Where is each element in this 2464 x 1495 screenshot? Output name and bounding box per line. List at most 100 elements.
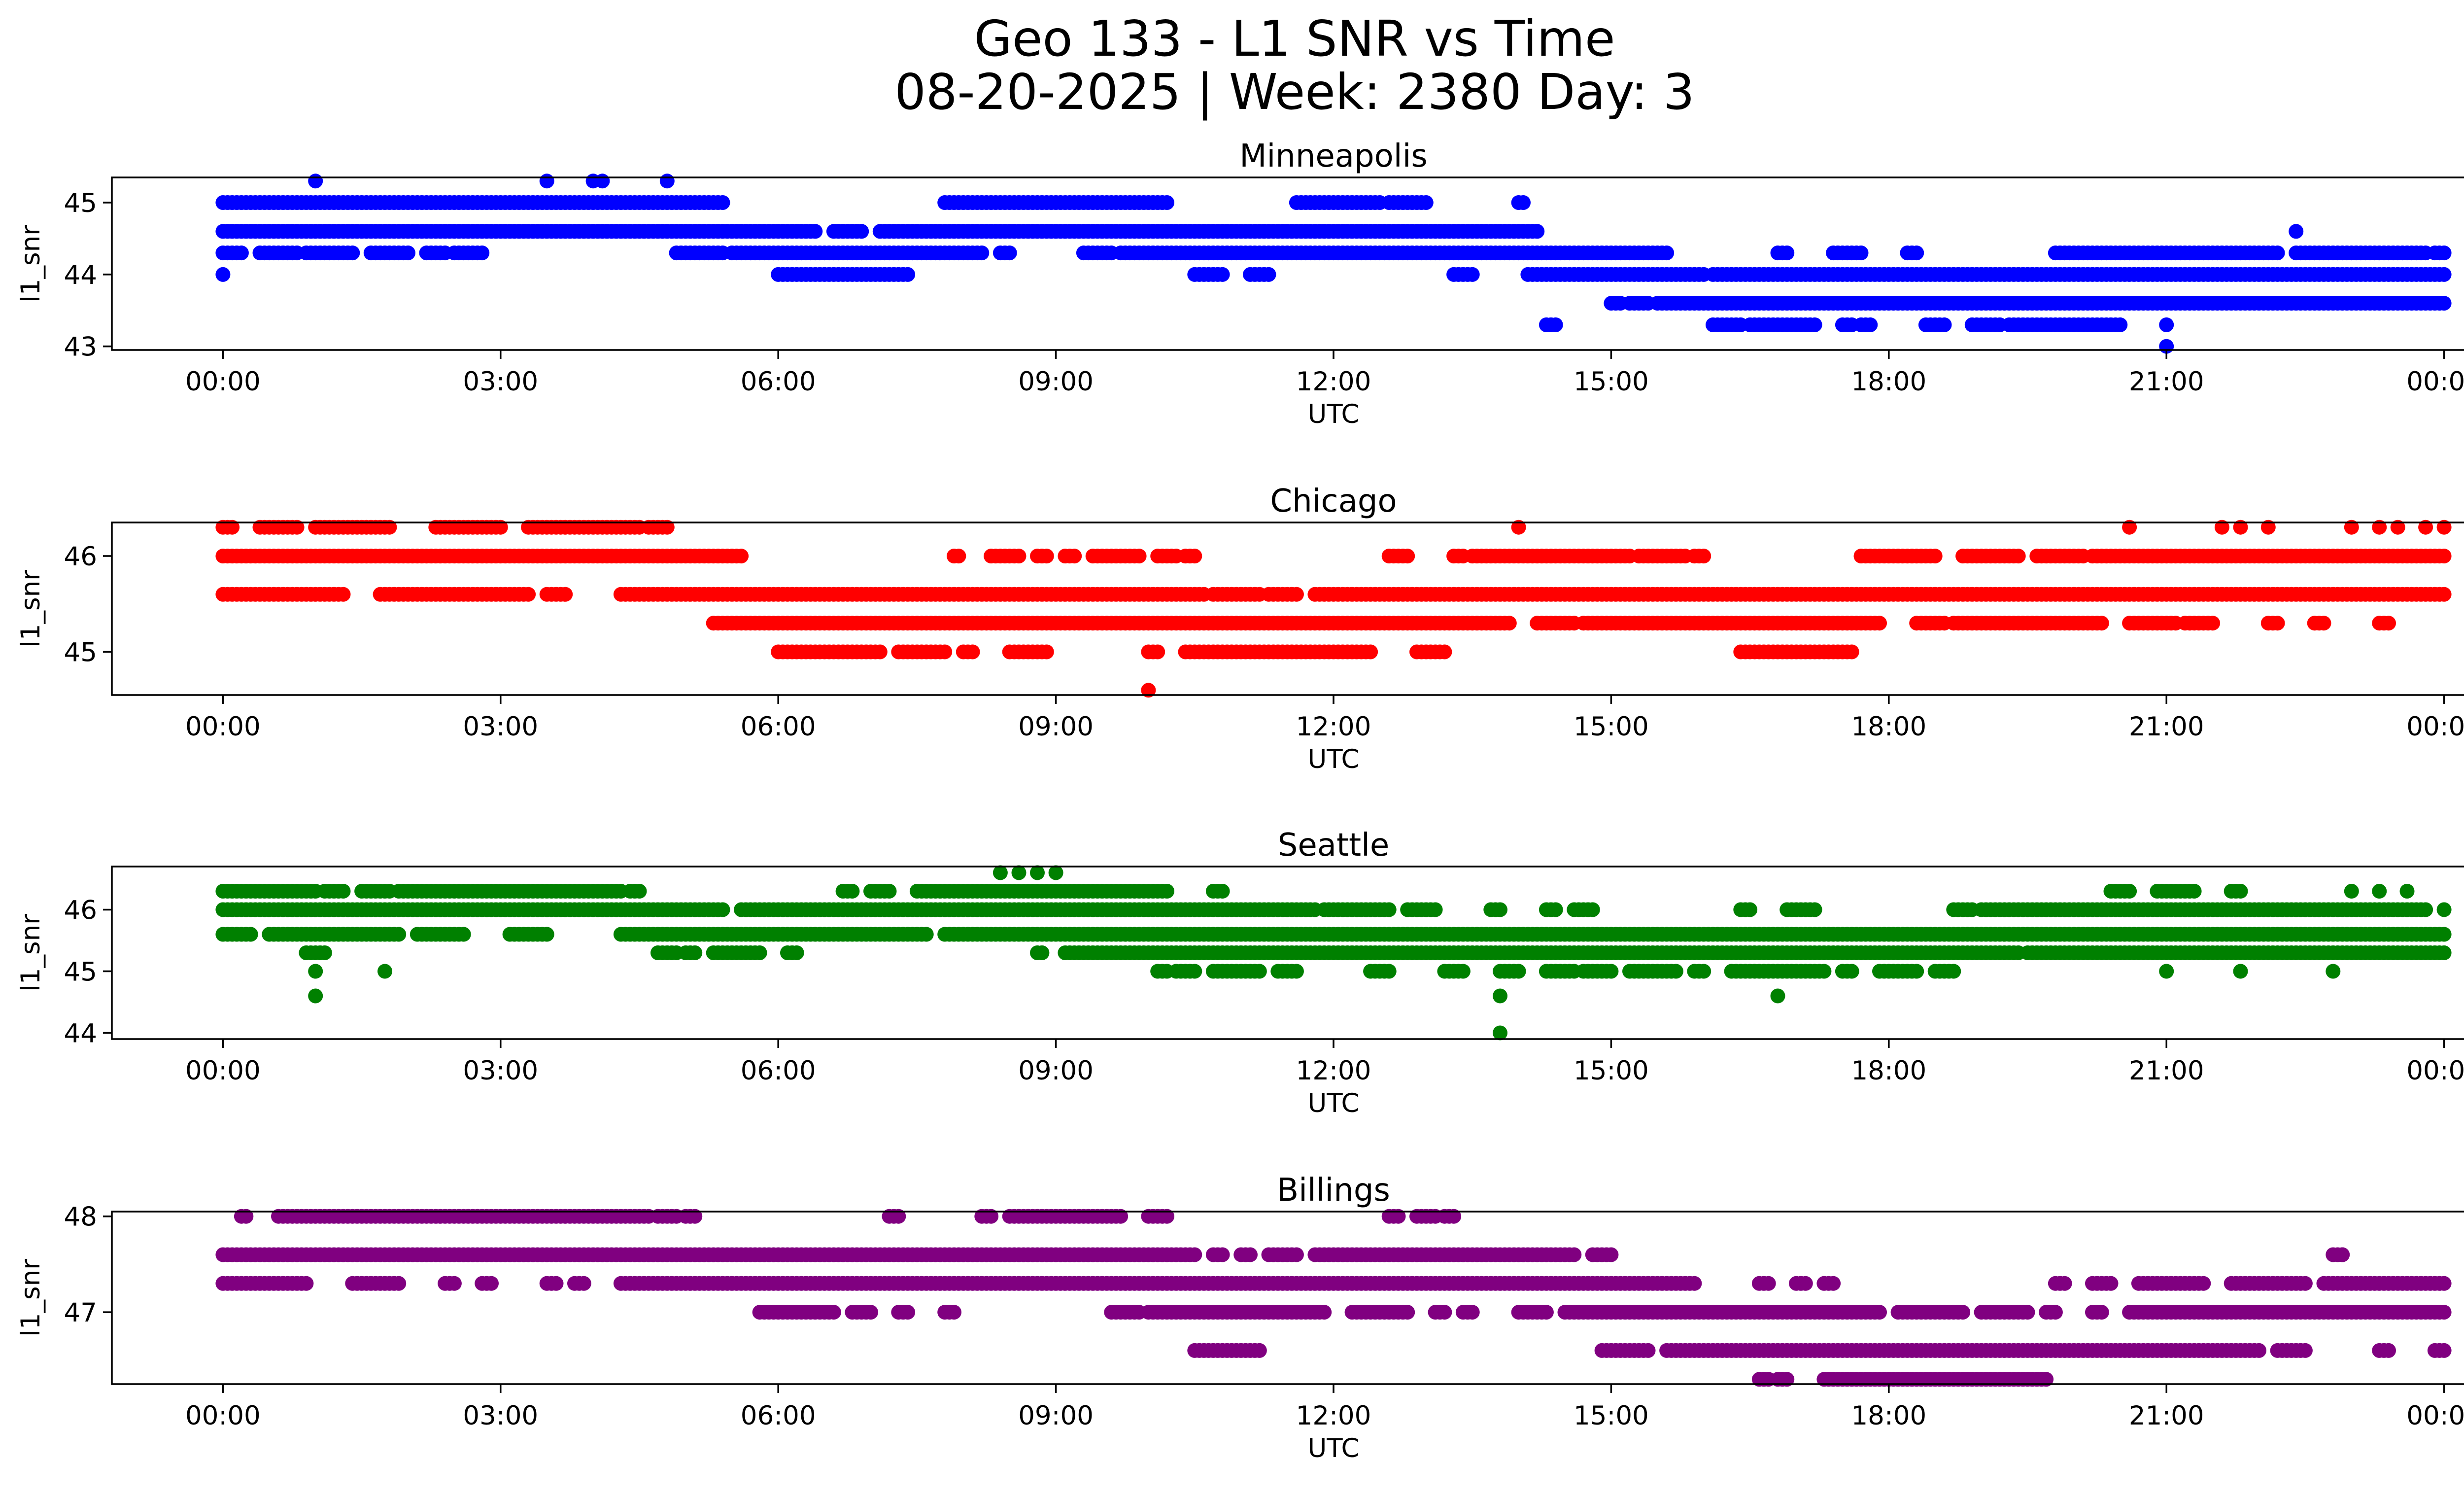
data-point — [1798, 1276, 1813, 1291]
data-point — [299, 1276, 314, 1291]
data-point — [2159, 317, 2174, 332]
x-tick-label: 00:00 — [185, 367, 261, 397]
x-tick-label: 18:00 — [1851, 367, 1926, 397]
x-axis-label: UTC — [1307, 399, 1359, 429]
data-point — [1493, 1025, 1507, 1041]
data-point — [2122, 884, 2137, 899]
figure-title-line-1: Geo 133 - L1 SNR vs Time — [974, 10, 1615, 68]
data-point — [1418, 195, 1434, 210]
data-point — [2011, 549, 2026, 564]
data-point — [377, 964, 392, 979]
data-point — [576, 1276, 591, 1291]
data-point — [1548, 902, 1563, 917]
x-tick-label: 15:00 — [1574, 367, 1649, 397]
data-point — [1909, 964, 1924, 979]
data-point — [2159, 964, 2174, 979]
data-point — [456, 927, 471, 942]
data-point — [1743, 902, 1758, 917]
data-point — [2381, 616, 2396, 631]
data-point — [595, 174, 610, 189]
x-tick-label: 09:00 — [1018, 367, 1094, 397]
data-point — [659, 520, 675, 535]
x-tick-label: 00:00 — [185, 1056, 261, 1086]
data-point — [1131, 549, 1147, 564]
data-point — [1807, 902, 1822, 917]
data-point — [475, 245, 490, 261]
data-point — [1113, 1209, 1129, 1224]
data-point — [1289, 964, 1304, 979]
data-point — [2113, 317, 2128, 332]
x-tick-label: 15:00 — [1574, 712, 1649, 742]
data-point — [1160, 195, 1174, 210]
y-tick-label: 46 — [64, 542, 97, 572]
y-tick-label: 44 — [64, 1019, 97, 1049]
data-point — [1530, 224, 1545, 239]
data-point — [1261, 267, 1276, 282]
data-series — [215, 174, 2452, 354]
data-point — [234, 245, 249, 261]
data-point — [1502, 616, 1517, 631]
data-point — [1187, 549, 1202, 564]
data-point — [2205, 616, 2221, 631]
data-point — [2418, 902, 2433, 917]
data-point — [891, 1209, 906, 1224]
data-point — [1927, 549, 1943, 564]
data-point — [1511, 964, 1526, 979]
data-point — [1381, 964, 1397, 979]
data-point — [1937, 317, 1952, 332]
data-point — [854, 224, 869, 239]
data-point — [2196, 1276, 2211, 1291]
x-tick-label: 06:00 — [741, 712, 816, 742]
data-point — [2214, 520, 2229, 535]
data-point — [493, 520, 508, 535]
data-point — [239, 1209, 254, 1224]
data-point — [336, 587, 351, 602]
y-tick-label: 45 — [64, 638, 97, 668]
data-point — [1844, 644, 1859, 660]
data-point — [1567, 1247, 1582, 1262]
data-point — [992, 865, 1008, 880]
data-point — [1400, 549, 1415, 564]
x-tick-label: 12:00 — [1296, 367, 1371, 397]
data-point — [752, 945, 767, 960]
data-point — [2372, 884, 2387, 899]
data-point — [1493, 902, 1507, 917]
data-point — [1317, 1305, 1332, 1320]
x-tick-label: 06:00 — [741, 1056, 816, 1086]
data-point — [1002, 245, 1017, 261]
x-tick-label: 03:00 — [463, 712, 538, 742]
data-point — [558, 587, 573, 602]
data-point — [2436, 245, 2452, 261]
y-tick-label: 45 — [64, 957, 97, 987]
data-point — [1034, 945, 1050, 960]
data-point — [521, 587, 536, 602]
data-point — [984, 1209, 999, 1224]
data-point — [391, 1276, 407, 1291]
y-axis-label: l1_snr — [16, 914, 46, 992]
data-point — [2297, 1276, 2313, 1291]
x-tick-label: 03:00 — [463, 1056, 538, 1086]
data-point — [1141, 683, 1156, 698]
data-point — [2103, 1276, 2119, 1291]
figure-title-line-2: 08-20-2025 | Week: 2380 Day: 3 — [894, 63, 1694, 121]
x-tick-label: 00:00 — [2406, 712, 2464, 742]
data-point — [2390, 520, 2405, 535]
data-point — [1252, 964, 1267, 979]
x-tick-label: 15:00 — [1574, 1056, 1649, 1086]
data-point — [1039, 644, 1054, 660]
data-point — [1659, 245, 1675, 261]
data-point — [1465, 267, 1480, 282]
data-point — [1687, 1276, 1702, 1291]
data-point — [2436, 902, 2452, 917]
y-tick-label: 43 — [64, 332, 97, 362]
data-point — [882, 884, 897, 899]
data-point — [289, 520, 305, 535]
data-point — [2344, 520, 2359, 535]
data-point — [1187, 964, 1202, 979]
data-point — [2344, 884, 2359, 899]
data-point — [2436, 927, 2452, 942]
